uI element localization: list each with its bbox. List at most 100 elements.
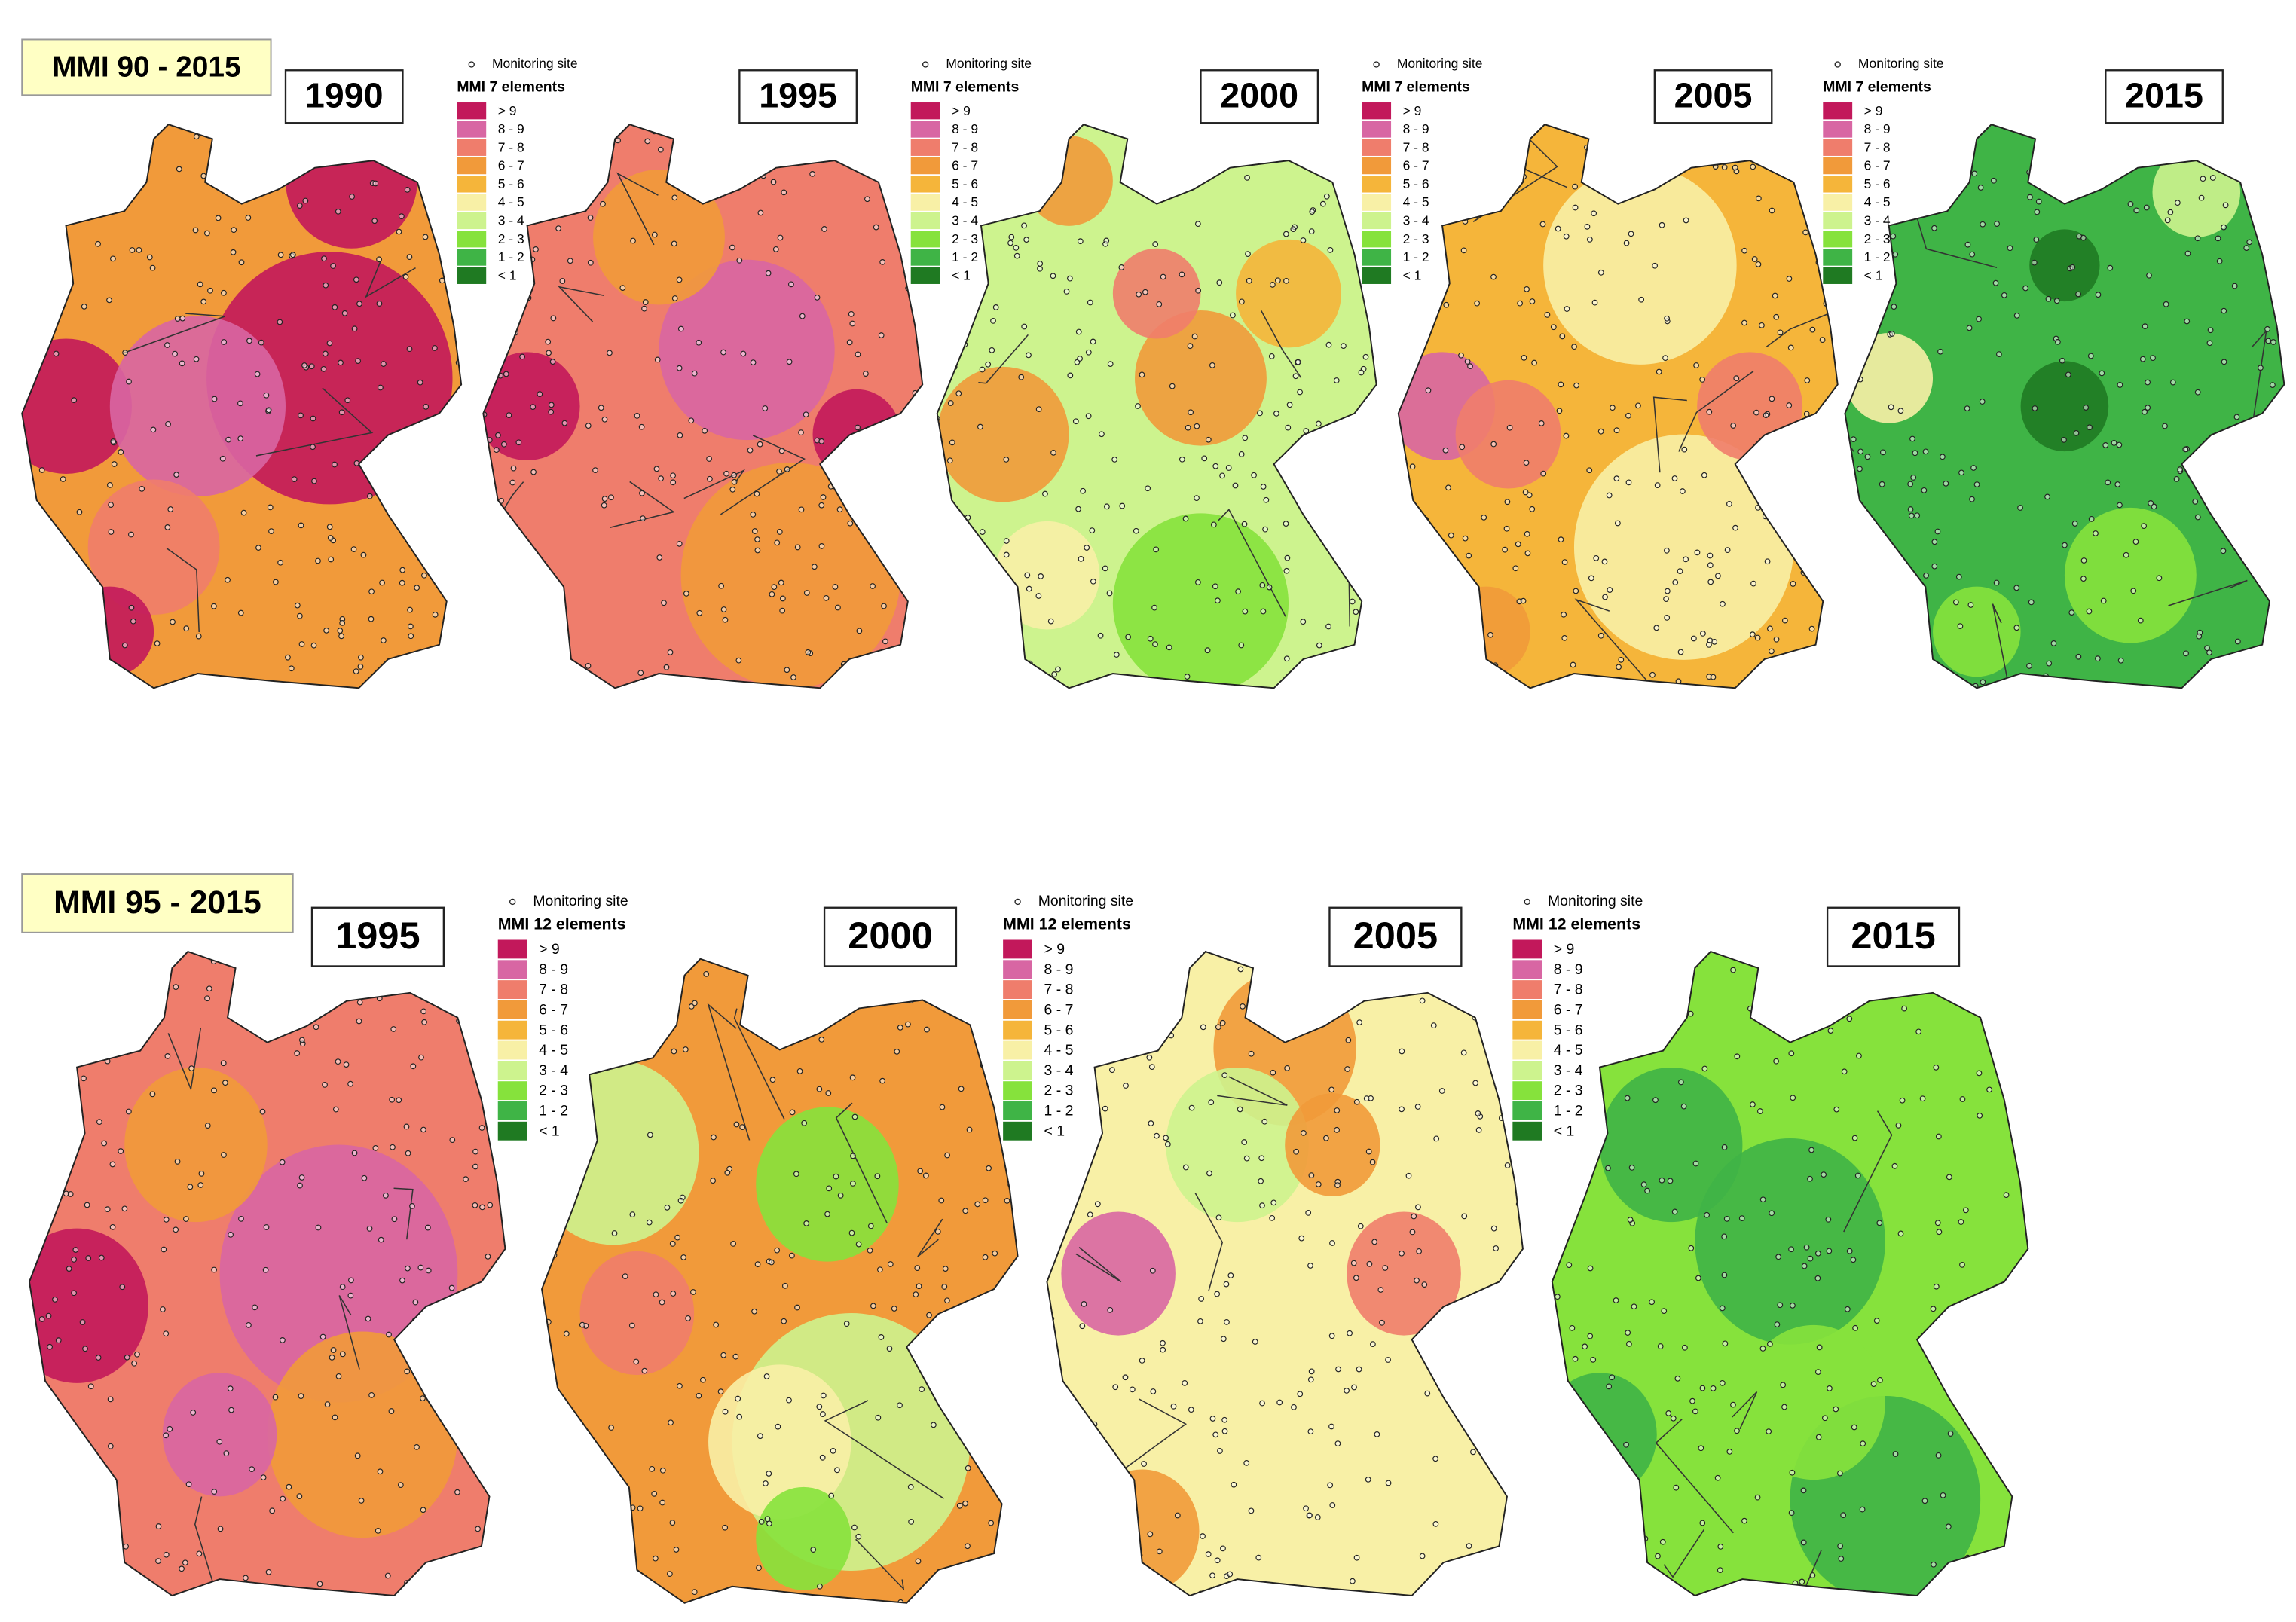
monitoring-site	[730, 1241, 736, 1247]
monitoring-site	[95, 1355, 102, 1361]
monitoring-site	[81, 1075, 87, 1082]
monitoring-site	[107, 1396, 114, 1403]
monitoring-site	[249, 1466, 255, 1473]
monitoring-site	[1637, 179, 1644, 185]
monitoring-site	[1135, 141, 1142, 147]
monitoring-site	[916, 1283, 922, 1290]
monitoring-site	[1024, 572, 1031, 579]
monitoring-site	[81, 1023, 87, 1030]
monitoring-site	[108, 502, 114, 508]
monitoring-site	[677, 1197, 684, 1204]
monitoring-site	[1671, 475, 1678, 481]
monitoring-site	[1145, 485, 1151, 492]
monitoring-site	[1503, 525, 1510, 532]
monitoring-site	[990, 318, 996, 324]
monitoring-site	[962, 1208, 969, 1214]
monitoring-site	[204, 230, 210, 237]
monitoring-site	[1888, 331, 1895, 337]
monitoring-site	[696, 609, 703, 616]
monitoring-site	[2169, 379, 2176, 386]
monitoring-site	[2019, 1331, 2025, 1338]
monitoring-site	[1238, 298, 1245, 305]
monitoring-site	[1552, 1495, 1556, 1501]
monitoring-site	[66, 1266, 72, 1272]
monitoring-site	[1524, 530, 1530, 537]
monitoring-site	[1688, 1245, 1695, 1251]
monitoring-site	[865, 150, 872, 157]
monitoring-site	[78, 1126, 84, 1132]
monitoring-site	[654, 976, 661, 982]
monitoring-site	[1237, 1106, 1243, 1113]
monitoring-site	[78, 976, 84, 982]
monitoring-site	[2242, 435, 2248, 441]
monitoring-site	[965, 1402, 972, 1409]
monitoring-site	[1182, 1164, 1189, 1171]
monitoring-site	[1895, 1122, 1902, 1129]
monitoring-site	[2264, 325, 2270, 332]
monitoring-site	[722, 616, 729, 623]
monitoring-site	[835, 604, 841, 611]
monitoring-site	[1652, 1097, 1659, 1104]
monitoring-site	[1214, 1291, 1221, 1297]
monitoring-site	[1170, 1403, 1177, 1410]
monitoring-site	[1008, 234, 1015, 240]
monitoring-site	[2102, 442, 2109, 448]
monitoring-site	[1195, 579, 1201, 585]
monitoring-site	[966, 1126, 973, 1133]
monitoring-site	[818, 1037, 825, 1043]
monitoring-site	[847, 520, 854, 527]
monitoring-site	[81, 304, 87, 310]
monitoring-site	[1458, 352, 1464, 359]
monitoring-site	[1223, 1281, 1230, 1288]
monitoring-site	[1829, 641, 1836, 647]
monitoring-site	[1300, 1129, 1307, 1136]
monitoring-site	[1037, 265, 1043, 272]
monitoring-site	[731, 472, 738, 478]
monitoring-site	[1672, 579, 1679, 585]
monitoring-site	[1558, 536, 1564, 543]
monitoring-site	[1715, 573, 1721, 579]
monitoring-site	[503, 371, 509, 377]
monitoring-site	[976, 1021, 982, 1028]
monitoring-site	[1289, 678, 1295, 685]
monitoring-site	[163, 1330, 170, 1337]
monitoring-site	[1958, 469, 1964, 476]
map-zone	[1573, 434, 1794, 660]
monitoring-site	[454, 1489, 460, 1495]
monitoring-site	[85, 1255, 92, 1261]
monitoring-site	[1240, 1003, 1246, 1010]
monitoring-site	[356, 301, 362, 307]
monitoring-site	[1187, 343, 1194, 350]
monitoring-site	[1563, 432, 1570, 439]
map-zone	[812, 389, 901, 480]
monitoring-site	[432, 611, 439, 618]
monitoring-site	[989, 347, 995, 353]
monitoring-site	[114, 1526, 121, 1533]
monitoring-site	[977, 423, 983, 430]
monitoring-site	[555, 225, 561, 231]
monitoring-site	[1314, 1514, 1321, 1520]
monitoring-site	[350, 546, 357, 553]
monitoring-site	[796, 1068, 803, 1074]
monitoring-site	[1823, 622, 1830, 628]
monitoring-site	[107, 1443, 114, 1449]
monitoring-site	[584, 1030, 591, 1037]
monitoring-site	[644, 138, 651, 145]
monitoring-site	[1671, 1208, 1678, 1215]
monitoring-site	[622, 1535, 629, 1542]
monitoring-site	[1857, 448, 1864, 455]
monitoring-site	[1087, 299, 1093, 306]
monitoring-site	[757, 1433, 763, 1440]
legend-swatch	[1003, 939, 1032, 959]
monitoring-site	[976, 622, 983, 628]
monitoring-site	[87, 1003, 93, 1010]
monitoring-site	[2145, 405, 2151, 411]
legend-swatch	[910, 157, 940, 175]
monitoring-site	[1622, 194, 1629, 200]
monitoring-site	[390, 678, 396, 685]
monitoring-site	[1050, 449, 1056, 456]
monitoring-site	[1717, 1544, 1724, 1550]
monitoring-site	[449, 1137, 456, 1144]
legend-swatch	[1823, 102, 1853, 120]
map-zone	[1025, 136, 1113, 226]
